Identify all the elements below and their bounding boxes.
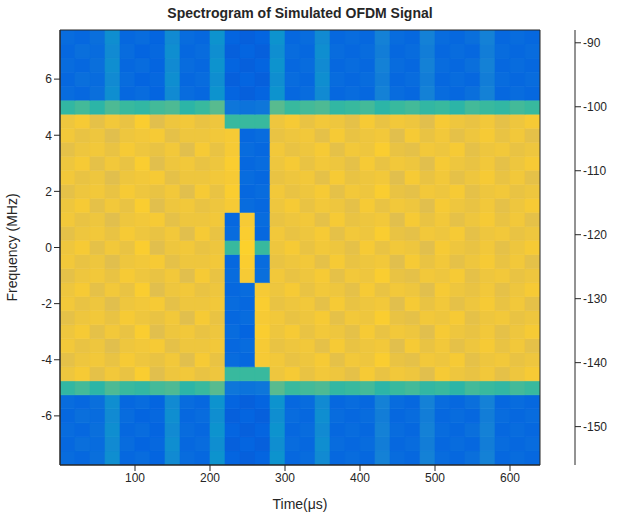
svg-text:-6: -6 bbox=[41, 409, 52, 423]
svg-text:-120: -120 bbox=[583, 228, 607, 242]
svg-text:-150: -150 bbox=[583, 420, 607, 434]
svg-text:500: 500 bbox=[425, 471, 445, 485]
svg-text:0: 0 bbox=[45, 241, 52, 255]
html-text:Spectrogram of Simulated OFDM: Spectrogram of Simulated OFDM Signal bbox=[167, 5, 433, 21]
svg-text:-2: -2 bbox=[41, 297, 52, 311]
svg-text:-4: -4 bbox=[41, 353, 52, 367]
svg-text:Frequency (MHz): Frequency (MHz) bbox=[4, 193, 20, 301]
svg-text:4: 4 bbox=[45, 129, 52, 143]
svg-text:-130: -130 bbox=[583, 292, 607, 306]
svg-text:200: 200 bbox=[200, 471, 220, 485]
svg-text:-100: -100 bbox=[583, 100, 607, 114]
svg-text:2: 2 bbox=[45, 185, 52, 199]
svg-text:100: 100 bbox=[125, 471, 145, 485]
svg-text:400: 400 bbox=[350, 471, 370, 485]
svg-text:-110: -110 bbox=[583, 164, 606, 178]
svg-text:6: 6 bbox=[45, 72, 52, 86]
svg-text:300: 300 bbox=[275, 471, 295, 485]
svg-text:-90: -90 bbox=[583, 36, 601, 50]
svg-text:-140: -140 bbox=[583, 356, 607, 370]
svg-text:600: 600 bbox=[500, 471, 520, 485]
svg-text:Time(μs): Time(μs) bbox=[273, 496, 328, 512]
